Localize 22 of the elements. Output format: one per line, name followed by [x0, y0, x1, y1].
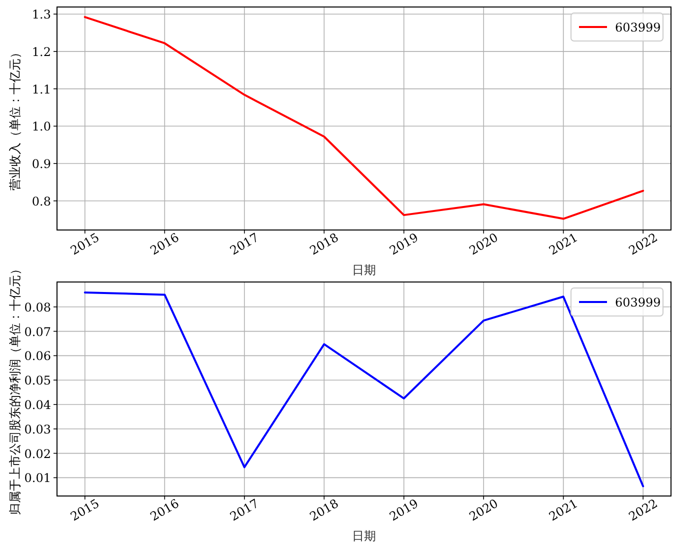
- legend-label: 603999: [615, 296, 661, 310]
- y-tick-label: 1.0: [32, 120, 51, 134]
- y-axis-title: 营业收入（单位：十亿元）: [8, 46, 22, 190]
- y-axis-title: 归属于上市公司股东的净利润（单位：十亿元）: [8, 263, 22, 515]
- y-tick-label: 0.9: [32, 157, 51, 172]
- y-tick-label: 0.07: [24, 324, 51, 339]
- y-tick-label: 1.3: [32, 8, 51, 22]
- legend: 603999: [570, 12, 664, 42]
- y-tick-label: 0.03: [24, 422, 51, 436]
- x-axis-title: 日期: [352, 263, 376, 277]
- y-tick-label: 0.8: [32, 194, 51, 208]
- y-tick-label: 1.2: [32, 44, 51, 59]
- y-tick-label: 0.02: [24, 446, 51, 461]
- y-tick-label: 0.06: [24, 349, 51, 364]
- x-axis-title: 日期: [352, 529, 376, 543]
- y-tick-label: 1.1: [32, 82, 51, 96]
- y-tick-label: 0.04: [24, 398, 52, 412]
- y-tick-label: 0.01: [24, 471, 51, 486]
- legend-label: 603999: [615, 20, 661, 34]
- y-tick-label: 0.05: [24, 374, 51, 388]
- y-tick-label: 0.08: [24, 300, 51, 314]
- legend: 603999: [570, 288, 664, 316]
